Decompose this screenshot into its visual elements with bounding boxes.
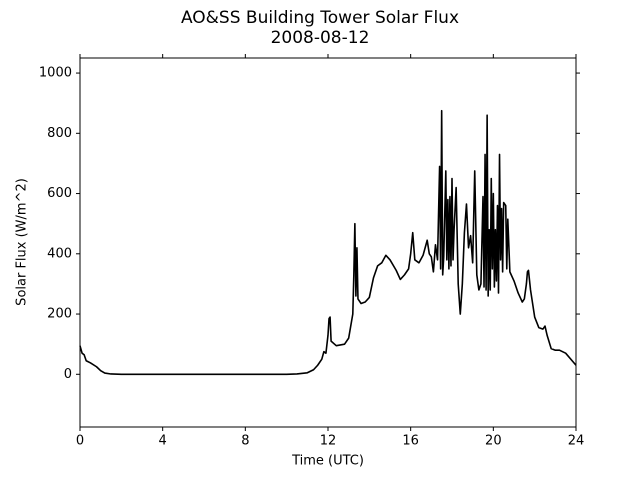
flux-line bbox=[79, 109, 577, 376]
x-tick-label: 0 bbox=[76, 434, 84, 449]
x-tick-label: 12 bbox=[320, 434, 337, 449]
y-tick-label: 200 bbox=[47, 307, 72, 322]
x-tick-label: 4 bbox=[159, 434, 167, 449]
y-axis-label: Solar Flux (W/m^2) bbox=[15, 178, 30, 306]
y-tick-label: 1000 bbox=[39, 66, 72, 81]
chart-subtitle: 2008-08-12 bbox=[271, 28, 370, 48]
y-tick-label: 400 bbox=[47, 246, 72, 261]
x-tick-label: 20 bbox=[485, 434, 502, 449]
y-tick-label: 600 bbox=[47, 186, 72, 201]
x-tick-label: 8 bbox=[241, 434, 249, 449]
x-tick-label: 16 bbox=[402, 434, 419, 449]
y-tick-label: 0 bbox=[64, 367, 72, 382]
x-axis-label: Time (UTC) bbox=[291, 454, 364, 469]
chart-title: AO&SS Building Tower Solar Flux bbox=[181, 8, 459, 28]
x-tick-label: 24 bbox=[568, 434, 585, 449]
y-tick-label: 800 bbox=[47, 126, 72, 141]
